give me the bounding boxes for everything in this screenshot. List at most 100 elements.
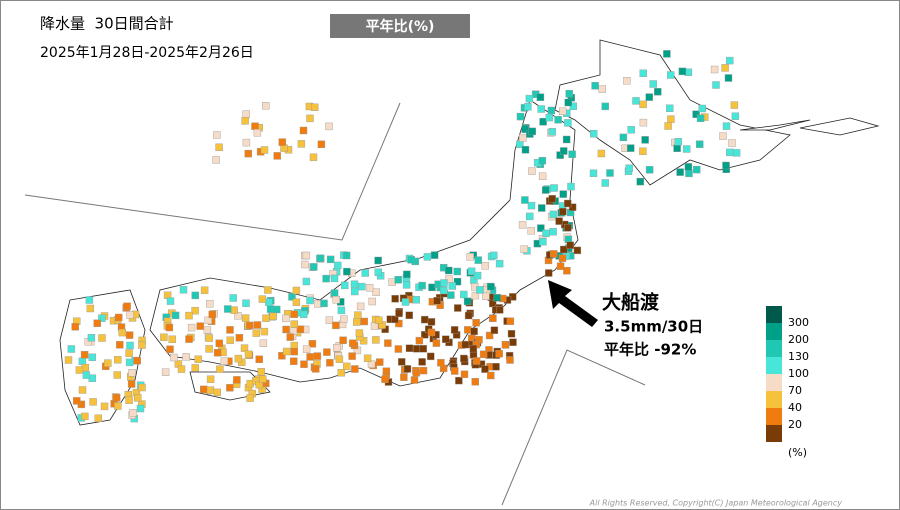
callout-place: 大船渡 xyxy=(602,291,660,314)
station-marker xyxy=(125,349,133,357)
station-marker xyxy=(290,357,298,365)
station-marker xyxy=(206,300,214,308)
legend-label: 70 xyxy=(788,384,802,397)
station-marker xyxy=(521,196,529,204)
station-marker xyxy=(133,356,141,365)
station-marker xyxy=(555,217,563,225)
station-marker xyxy=(559,190,567,198)
station-marker xyxy=(463,297,472,306)
legend-label: 300 xyxy=(788,316,809,329)
station-marker xyxy=(354,311,362,319)
station-marker xyxy=(415,336,424,345)
station-marker xyxy=(229,294,237,302)
station-marker xyxy=(374,256,382,265)
station-marker xyxy=(126,341,134,350)
station-marker xyxy=(216,365,224,373)
station-marker xyxy=(278,352,286,360)
station-marker xyxy=(348,352,356,360)
station-marker xyxy=(732,149,741,157)
station-marker xyxy=(440,279,448,287)
station-marker xyxy=(191,364,200,372)
station-marker xyxy=(372,336,380,344)
station-marker xyxy=(282,325,290,334)
station-marker xyxy=(519,134,527,142)
station-marker xyxy=(664,122,672,130)
station-marker xyxy=(547,106,556,115)
station-marker xyxy=(64,356,73,364)
station-marker xyxy=(375,316,383,324)
station-marker xyxy=(165,323,174,332)
station-marker xyxy=(560,147,568,155)
station-marker xyxy=(326,359,334,367)
station-marker xyxy=(598,85,606,93)
station-marker xyxy=(242,138,251,147)
station-marker xyxy=(113,371,122,379)
station-marker xyxy=(306,353,314,361)
station-marker xyxy=(332,321,340,330)
station-marker xyxy=(407,256,415,264)
station-marker xyxy=(492,363,500,371)
station-marker xyxy=(394,276,402,284)
station-marker xyxy=(376,358,384,366)
station-marker xyxy=(731,112,740,120)
station-marker xyxy=(322,274,330,283)
station-marker xyxy=(360,317,368,326)
station-marker xyxy=(481,262,489,270)
legend-swatch xyxy=(766,340,782,357)
station-marker xyxy=(394,345,403,353)
station-marker xyxy=(418,281,426,290)
station-marker xyxy=(710,65,719,74)
station-marker xyxy=(278,138,286,146)
station-marker xyxy=(333,344,341,352)
station-marker xyxy=(85,296,94,304)
station-marker xyxy=(282,314,290,323)
station-marker xyxy=(299,126,308,135)
station-marker xyxy=(560,245,568,254)
station-marker xyxy=(448,282,456,290)
station-marker xyxy=(138,383,146,392)
station-marker xyxy=(627,144,635,152)
station-marker xyxy=(75,366,84,374)
station-marker xyxy=(391,315,399,324)
legend-swatch xyxy=(766,374,782,391)
station-marker xyxy=(133,394,142,402)
station-marker xyxy=(308,340,317,348)
station-marker xyxy=(205,345,213,353)
station-marker xyxy=(203,326,212,334)
station-marker xyxy=(93,319,101,327)
station-marker xyxy=(481,365,489,373)
station-marker xyxy=(466,253,474,261)
station-marker xyxy=(564,119,572,127)
station-marker xyxy=(363,354,372,362)
station-marker xyxy=(590,129,598,138)
station-marker xyxy=(98,314,106,322)
station-marker xyxy=(80,351,89,359)
station-markers xyxy=(64,50,741,423)
station-marker xyxy=(726,56,734,65)
station-marker xyxy=(185,335,193,343)
station-marker xyxy=(549,210,558,219)
station-marker xyxy=(692,110,700,119)
station-marker xyxy=(521,146,530,154)
station-marker xyxy=(87,334,96,342)
station-marker xyxy=(191,307,199,315)
station-marker xyxy=(645,93,653,101)
station-marker xyxy=(464,311,473,320)
station-marker xyxy=(330,289,339,297)
station-marker xyxy=(264,286,272,294)
station-marker xyxy=(234,354,243,363)
station-marker xyxy=(187,323,196,332)
station-marker xyxy=(678,67,687,76)
station-marker xyxy=(337,369,345,377)
copyright: All Rights Reserved, Copyright(C) Japan … xyxy=(589,499,843,508)
station-marker xyxy=(86,304,95,313)
station-marker xyxy=(496,306,504,314)
station-marker xyxy=(527,201,536,210)
station-marker xyxy=(262,101,270,110)
station-marker xyxy=(241,117,249,125)
station-marker xyxy=(265,298,273,306)
station-marker xyxy=(566,241,574,249)
station-marker xyxy=(591,82,599,90)
station-marker xyxy=(471,378,479,386)
station-marker xyxy=(128,369,136,377)
